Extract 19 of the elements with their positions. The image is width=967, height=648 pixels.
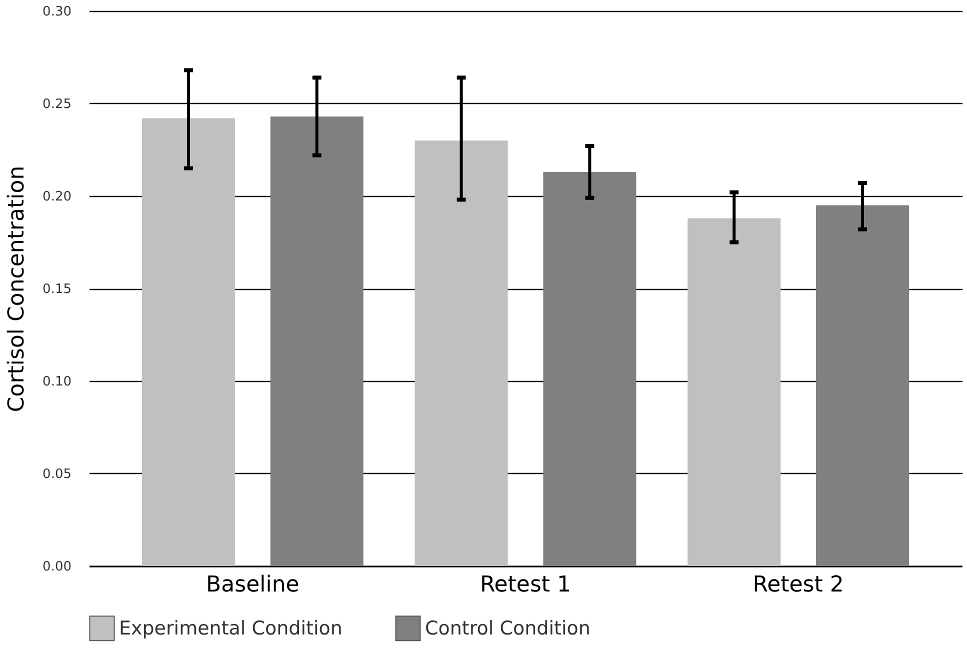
- x-tick-label: Baseline: [206, 572, 300, 598]
- y-tick-label: 0.05: [42, 467, 72, 482]
- bar: [688, 218, 781, 566]
- y-axis-title: Cortisol Concentration: [4, 166, 30, 412]
- y-tick-label: 0.30: [42, 4, 72, 20]
- bar: [816, 205, 910, 566]
- x-tick-label: Retest 2: [752, 572, 844, 598]
- y-tick-label: 0.10: [42, 374, 72, 390]
- bar: [543, 172, 636, 566]
- legend-label: Experimental Condition: [119, 617, 342, 640]
- bar: [142, 118, 235, 566]
- y-tick-label: 0.20: [42, 190, 72, 204]
- x-tick-label: Retest 1: [480, 572, 572, 598]
- y-tick-label: 0.25: [42, 97, 72, 112]
- legend-label: Control Condition: [425, 617, 590, 640]
- bar: [414, 140, 508, 566]
- y-tick-label: 0.00: [42, 560, 72, 574]
- bar: [270, 116, 364, 566]
- y-tick-label: 0.15: [42, 282, 72, 297]
